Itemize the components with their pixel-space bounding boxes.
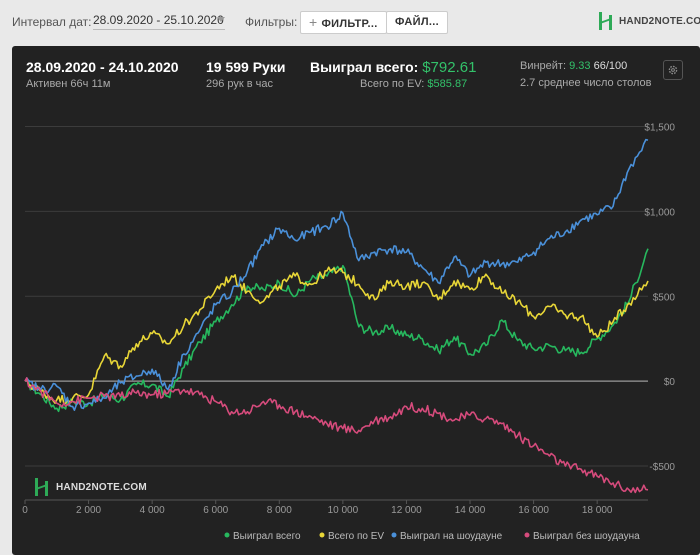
x-tick-label: 8 000 xyxy=(267,505,292,516)
legend-label-1: Выиграл всего xyxy=(233,531,301,542)
winrate-unit: 66/100 xyxy=(593,60,628,72)
won-total-value: $792.61 xyxy=(422,59,477,76)
date-interval-select[interactable]: 28.09.2020 - 25.10.2020 xyxy=(93,13,225,30)
ev-total: Всего по EV: $585.87 xyxy=(360,78,467,90)
chart-watermark: HAND2NOTE.COM xyxy=(34,478,147,496)
x-tick-label: 12 000 xyxy=(391,505,422,516)
y-tick-label: $1,000 xyxy=(644,207,675,218)
gear-icon xyxy=(668,65,678,75)
file-button[interactable]: ФАЙЛ... xyxy=(386,11,448,34)
winrate-value: 9.33 xyxy=(569,60,591,72)
brand-logo: HAND2NOTE.COM xyxy=(598,12,700,30)
filters-label: Фильтры: xyxy=(245,15,298,29)
ev-label: Всего по EV: xyxy=(360,78,425,90)
file-button-label: ФАЙЛ... xyxy=(395,16,439,28)
logo-icon xyxy=(598,12,614,30)
x-tick-label: 18 000 xyxy=(582,505,613,516)
logo-icon xyxy=(34,478,50,496)
hands-per-hour: 296 рук в час xyxy=(206,78,274,90)
graph-panel: 28.09.2020 - 24.10.2020 Активен 66ч 11м … xyxy=(12,46,700,555)
date-interval-value: 28.09.2020 - 25.10.2020 xyxy=(93,13,224,27)
x-tick-label: 0 xyxy=(22,505,28,516)
legend-marker-2 xyxy=(319,532,325,538)
y-tick-label: -$500 xyxy=(649,462,675,473)
y-tick-label: $1,500 xyxy=(644,122,675,133)
won-total: Выиграл всего: $792.61 xyxy=(310,59,476,76)
legend-marker-4 xyxy=(524,532,530,538)
x-tick-label: 6 000 xyxy=(203,505,228,516)
profit-graph: $1,500 $1,000 $500 $0 -$500 0 2 000 4 000 6 000 8… xyxy=(22,122,676,542)
ev-value: $585.87 xyxy=(427,78,468,90)
winrate-label: Винрейт: xyxy=(520,60,567,72)
brand-name: HAND2NOTE.COM xyxy=(619,15,700,27)
series-line-4 xyxy=(24,377,649,494)
hands-count: 19 599 Руки xyxy=(206,59,286,75)
won-total-label: Выиграл всего: xyxy=(310,59,419,75)
x-tick-label: 4 000 xyxy=(140,505,165,516)
active-time: Активен 66ч 11м xyxy=(26,78,111,90)
legend-label-2: Всего по EV xyxy=(328,531,384,542)
legend-marker-1 xyxy=(224,532,230,538)
winrate: Винрейт: 9.33 66/100 xyxy=(520,60,627,72)
date-range: 28.09.2020 - 24.10.2020 xyxy=(26,59,179,75)
interval-label: Интервал дат: xyxy=(12,15,92,29)
x-tick-label: 10 000 xyxy=(328,505,359,516)
filter-button-label: ФИЛЬТР... xyxy=(321,18,378,30)
x-tick-label: 14 000 xyxy=(455,505,486,516)
plus-icon: + xyxy=(309,14,318,30)
top-toolbar: Интервал дат: 28.09.2020 - 25.10.2020 Фи… xyxy=(0,0,700,46)
avg-tables: 2.7 среднее число столов xyxy=(520,77,652,89)
watermark-text: HAND2NOTE.COM xyxy=(56,481,147,493)
legend-marker-3 xyxy=(391,532,397,538)
x-tick-label: 16 000 xyxy=(518,505,549,516)
legend-label-3: Выиграл на шоудауне xyxy=(400,531,503,542)
y-tick-label: $0 xyxy=(664,377,676,388)
filter-button[interactable]: + ФИЛЬТР... xyxy=(300,11,387,34)
settings-button[interactable] xyxy=(663,60,683,80)
series-line-2 xyxy=(24,266,649,405)
chevron-down-icon xyxy=(217,17,225,22)
legend-label-4: Выиграл без шоудауна xyxy=(533,530,640,542)
y-tick-label: $500 xyxy=(653,292,676,303)
series-line-3 xyxy=(24,138,649,411)
x-tick-label: 2 000 xyxy=(76,505,101,516)
